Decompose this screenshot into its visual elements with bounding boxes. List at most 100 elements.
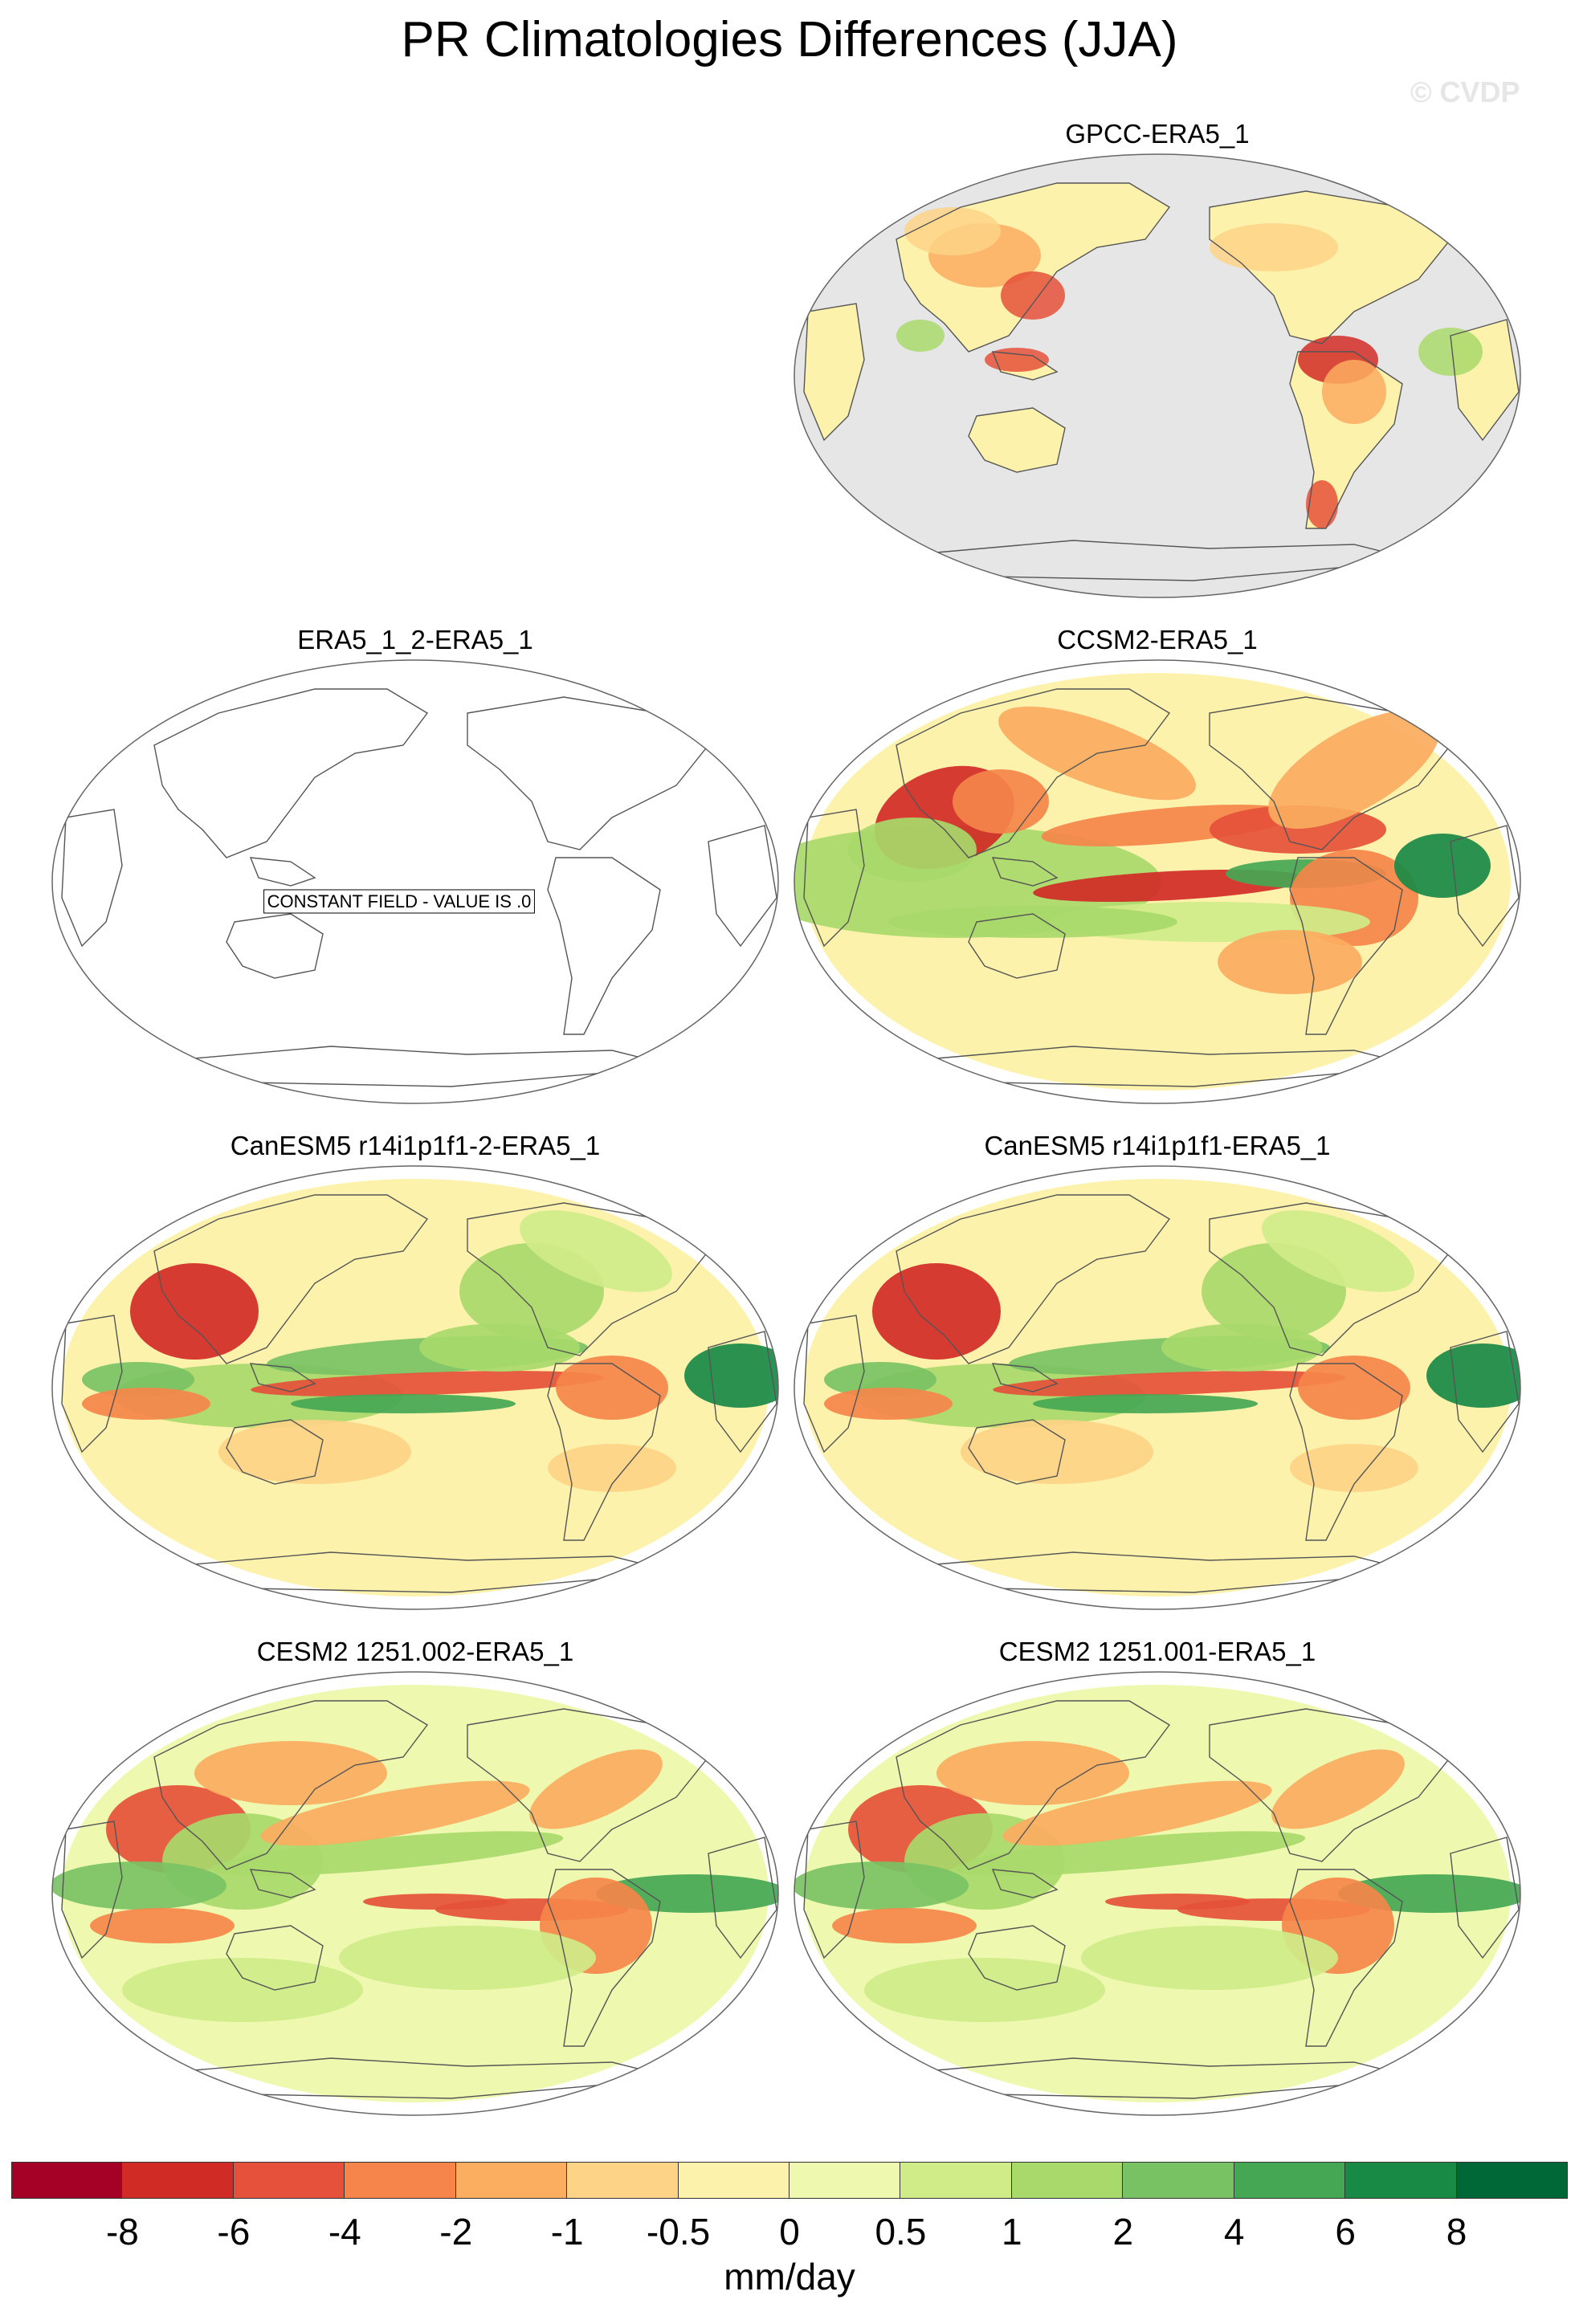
colorbar-tick-label: -0.5	[646, 2211, 711, 2253]
coastline-southamerica	[547, 857, 661, 1035]
coastline-greenland	[708, 688, 749, 730]
field-contour	[556, 1356, 668, 1420]
colorbar-box	[455, 2162, 568, 2199]
field-contour	[864, 1958, 1105, 2022]
coastline-southamerica	[1289, 351, 1403, 529]
field-contour	[82, 1362, 194, 1397]
field-contour	[1218, 930, 1362, 994]
colorbar-tick-label: 4	[1223, 2211, 1245, 2253]
colorbar-box	[567, 2162, 679, 2199]
coastline-australia	[968, 1419, 1066, 1485]
colorbar-box	[233, 2162, 345, 2199]
field-contour	[824, 1362, 936, 1397]
coastline-australia	[226, 1419, 324, 1485]
field-contour	[122, 1958, 363, 2022]
coastline-africa	[803, 1820, 865, 1959]
colorbar-box	[790, 2162, 901, 2199]
coastline-southamerica	[547, 1869, 661, 2047]
colorbar-box	[1345, 2162, 1457, 2199]
colorbar-outline	[11, 2162, 1568, 2199]
coastline-greenland	[708, 1194, 749, 1236]
panel-title: GPCC-ERA5_1	[1065, 119, 1250, 149]
coastline-africa_e	[1450, 825, 1520, 948]
coastline-northamerica	[1209, 190, 1452, 345]
globe-map-icon	[51, 1165, 779, 1610]
colorbar-box	[1011, 2162, 1124, 2199]
coastline-africa_e	[1450, 319, 1520, 442]
coastline-australia	[968, 407, 1066, 473]
field-contour	[684, 1343, 778, 1408]
colorbar-box	[1234, 2162, 1346, 2199]
coastline-australia	[226, 1925, 324, 1991]
coastline-greenland	[708, 1700, 749, 1742]
field-contour	[1271, 1749, 1405, 1829]
land-antarctic	[936, 540, 1418, 581]
globe-map-icon	[794, 1671, 1521, 2116]
panel-title: CESM2 1251.002-ERA5_1	[256, 1637, 574, 1666]
coastline-asia	[153, 1194, 429, 1364]
coastline-australia	[968, 1925, 1066, 1991]
coastline-africa_e	[708, 1837, 777, 1959]
coastline-africa	[803, 809, 865, 948]
coastline-seasia	[249, 857, 316, 887]
coastline-australia	[226, 913, 324, 979]
colorbar-tick-label: 0	[779, 2211, 800, 2253]
coastline-australia	[968, 913, 1066, 979]
colorbar-tick-label: -8	[105, 2211, 139, 2253]
field-contour	[194, 1741, 387, 1805]
coastline-northamerica	[467, 1202, 710, 1356]
coastline-africa_e	[708, 1331, 777, 1454]
field-contour	[529, 1749, 663, 1829]
panel-title: CESM2 1251.001-ERA5_1	[998, 1637, 1316, 1666]
coastline-africa_e	[1450, 1837, 1520, 1959]
coastline-asia	[153, 688, 429, 858]
globe-map-icon	[794, 659, 1521, 1104]
field-contour	[936, 1741, 1129, 1805]
coastline-seasia	[991, 857, 1059, 887]
field-contour	[291, 1394, 516, 1413]
field-contour	[888, 906, 1177, 938]
colorbar-tick-label: 8	[1446, 2211, 1467, 2253]
panel-title: CanESM5 r14i1p1f1-2-ERA5_1	[230, 1131, 601, 1160]
colorbar-tick-label: -4	[328, 2211, 361, 2253]
coastline-africa_e	[1450, 1331, 1520, 1454]
field-contour	[961, 1420, 1153, 1484]
land-greenland	[1450, 183, 1491, 223]
constant-field-box	[263, 889, 535, 914]
coastline-greenland	[1450, 182, 1491, 224]
figure-title: PR Climatologies Differences (JJA)	[401, 12, 1178, 67]
field-contour	[1081, 1926, 1338, 1990]
field-contour	[953, 769, 1049, 834]
coastline-africa	[61, 1820, 123, 1959]
coastline-africa_e	[708, 825, 777, 948]
field-contour	[1290, 1444, 1418, 1492]
field-contour	[520, 1210, 672, 1292]
coastline-northamerica	[1209, 1202, 1452, 1356]
colorbar-tick-label: -6	[217, 2211, 251, 2253]
coastline-northamerica	[467, 696, 710, 850]
field-contour	[339, 1926, 596, 1990]
field-contour	[832, 1908, 977, 1943]
coastline-seasia	[991, 1869, 1059, 1898]
field-contour	[52, 1861, 226, 1910]
coastline-southamerica	[1289, 1363, 1403, 1541]
globe-map-icon	[51, 1671, 779, 2116]
colorbar-tick-label: 1	[1002, 2211, 1022, 2253]
field-contour	[218, 1420, 411, 1484]
panel-title: CCSM2-ERA5_1	[1057, 625, 1258, 654]
field-contour	[993, 1371, 1346, 1396]
field-contour	[794, 1861, 969, 1910]
coastline-greenland	[1450, 688, 1491, 730]
field-contour	[1033, 1394, 1258, 1413]
field-contour	[872, 1263, 1001, 1360]
field-contour	[1268, 710, 1440, 829]
coastline-southamerica	[1289, 1869, 1403, 2047]
coastline-greenland	[1450, 1194, 1491, 1236]
coastline-northamerica	[467, 1708, 710, 1862]
coastline-greenland	[1450, 1700, 1491, 1742]
coastline-asia	[153, 1700, 429, 1870]
map-panel-ccsm2: CCSM2-ERA5_1	[792, 623, 1523, 1107]
globe-map-icon	[794, 153, 1521, 598]
coastline-southamerica	[547, 1363, 661, 1541]
colorbar-box	[1123, 2162, 1234, 2199]
